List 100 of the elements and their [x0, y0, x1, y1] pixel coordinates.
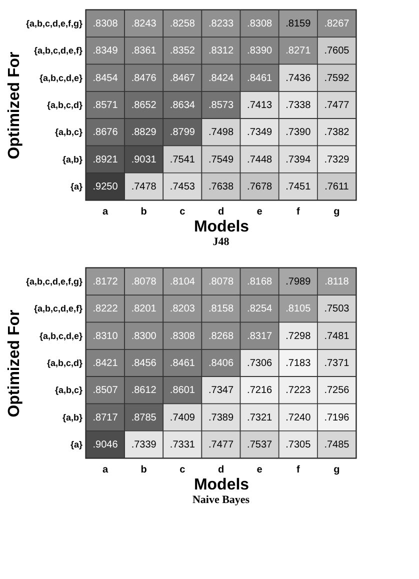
data-label: .8078 — [131, 276, 157, 288]
x-tick-label: b — [140, 464, 147, 476]
data-label: .8310 — [92, 330, 118, 342]
data-label: .8104 — [170, 276, 196, 288]
data-label: .8308 — [92, 18, 118, 30]
data-label: .7503 — [324, 304, 350, 315]
x-axis-title: Models — [194, 476, 250, 494]
y-axis-title: Optimized For — [6, 310, 23, 418]
x-tick-label: c — [180, 464, 186, 476]
x-tick-label: c — [180, 206, 186, 218]
data-label: .8717 — [92, 412, 118, 424]
y-tick-label: {a,b,c,d,e,f,g} — [26, 276, 83, 287]
data-label: .7321 — [247, 412, 273, 424]
x-tick-label: g — [334, 464, 340, 476]
data-label: .8258 — [170, 18, 196, 30]
data-label: .7485 — [324, 439, 350, 450]
y-tick-label: {a} — [70, 439, 83, 450]
x-tick-label: g — [334, 206, 340, 218]
data-label: .8168 — [247, 276, 273, 288]
data-label: .7240 — [286, 412, 312, 424]
data-label: .8612 — [131, 385, 157, 396]
data-label: .8454 — [92, 72, 118, 84]
data-label: .7611 — [324, 181, 350, 192]
x-tick-label: e — [256, 206, 263, 218]
data-label: .7448 — [247, 154, 273, 166]
data-label: .8254 — [247, 304, 273, 315]
data-label: .8201 — [131, 304, 157, 315]
data-label: .8222 — [92, 304, 118, 315]
data-label: .7409 — [170, 412, 196, 424]
y-axis-title: Optimized For — [6, 52, 23, 160]
data-label: .7394 — [286, 154, 312, 166]
data-label: .8652 — [131, 100, 157, 111]
data-label: .8421 — [92, 358, 118, 369]
data-label: .8461 — [247, 72, 273, 84]
data-label: .8601 — [170, 385, 196, 396]
data-label: .9250 — [92, 181, 118, 192]
x-tick-label: d — [218, 206, 224, 218]
data-label: .7338 — [286, 100, 312, 111]
data-label: .8785 — [131, 412, 157, 424]
data-label: .7989 — [286, 276, 312, 288]
data-label: .7498 — [208, 127, 234, 138]
data-label: .8634 — [170, 100, 196, 111]
y-tick-label: {a,b,c} — [54, 127, 83, 138]
data-label: .7481 — [324, 330, 350, 342]
x-tick-label: f — [296, 464, 300, 476]
x-tick-label: e — [256, 464, 263, 476]
data-label: .7371 — [324, 358, 350, 369]
data-label: .7478 — [131, 181, 157, 192]
data-label: .8476 — [131, 72, 157, 84]
data-label: .8308 — [170, 330, 196, 342]
y-tick-label: {a,b,c,d,e,f} — [34, 304, 83, 314]
data-label: .7382 — [324, 127, 350, 138]
x-tick-label: b — [140, 206, 147, 218]
data-label: .7298 — [286, 330, 312, 342]
data-label: .8461 — [170, 358, 196, 369]
x-tick-label: a — [102, 464, 109, 476]
y-tick-label: {a,b,c,d,e,f} — [34, 46, 83, 56]
data-label: .8424 — [208, 72, 234, 84]
y-tick-label: {a,b,c} — [54, 385, 83, 396]
data-label: .7331 — [170, 439, 196, 450]
data-label: .8159 — [286, 18, 312, 30]
text: J48 — [212, 236, 230, 248]
data-label: .7451 — [286, 181, 312, 192]
data-label: .7537 — [247, 439, 273, 450]
data-label: .7477 — [324, 100, 350, 111]
data-label: .7305 — [286, 439, 312, 450]
data-label: .8676 — [92, 127, 118, 138]
data-label: .7605 — [324, 46, 350, 57]
data-label: .7389 — [208, 412, 234, 424]
data-label: .7329 — [324, 154, 350, 166]
data-label: .8571 — [92, 100, 118, 111]
data-label: .7347 — [208, 385, 234, 396]
data-label: .7453 — [170, 181, 196, 192]
data-label: .8921 — [92, 154, 118, 166]
data-label: .7256 — [324, 385, 350, 396]
data-label: .8829 — [131, 127, 157, 138]
data-label: .7196 — [324, 412, 350, 424]
data-label: .8507 — [92, 385, 118, 396]
data-label: .8267 — [324, 18, 350, 30]
data-label: .8233 — [208, 18, 234, 30]
data-label: .9046 — [92, 439, 118, 450]
data-label: .8172 — [92, 276, 118, 288]
data-label: .8456 — [131, 358, 157, 369]
data-label: .8308 — [247, 18, 273, 30]
x-tick-label: f — [296, 206, 300, 218]
data-label: .8467 — [170, 72, 196, 84]
x-axis-title: Models — [194, 218, 250, 236]
data-label: .7223 — [286, 385, 312, 396]
y-tick-label: {a,b,c,d} — [46, 358, 83, 368]
data-label: .8390 — [247, 46, 273, 57]
data-label: .8312 — [208, 46, 234, 57]
data-label: .8361 — [131, 46, 157, 57]
data-label: .7592 — [324, 72, 350, 84]
data-label: .7638 — [208, 181, 234, 192]
data-label: .7541 — [170, 154, 196, 166]
data-label: .7339 — [131, 439, 157, 450]
data-label: .8349 — [92, 46, 118, 57]
data-label: .8300 — [131, 330, 157, 342]
y-tick-label: {a,b,c,d} — [46, 100, 83, 110]
y-tick-label: {a,b,c,d,e} — [39, 330, 83, 341]
